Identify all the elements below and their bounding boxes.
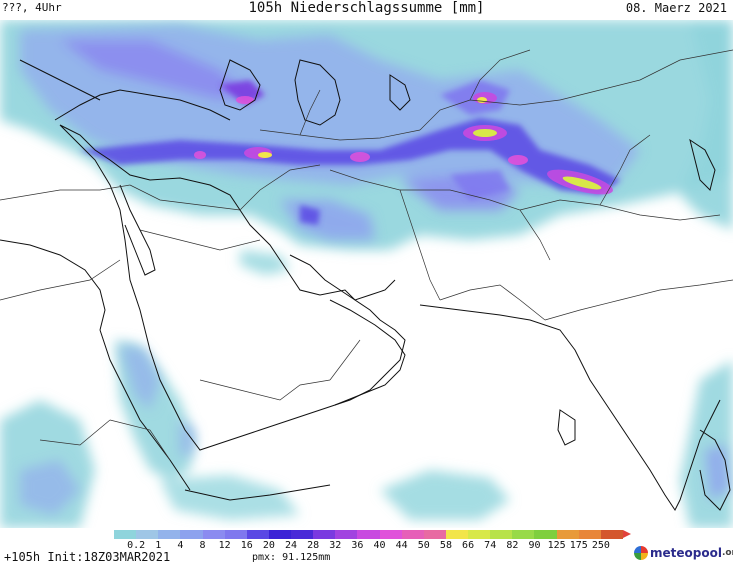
scale-swatch: [578, 530, 601, 539]
coastlines: [0, 59, 731, 511]
logo-text: meteopool: [650, 546, 722, 560]
precip-max-value: pmx: 91.125mm: [252, 552, 331, 563]
scale-tick-label: 12: [218, 540, 231, 551]
meteopool-logo-icon: [634, 546, 648, 560]
map-title: 105h Niederschlagssumme [mm]: [248, 0, 485, 16]
scale-tick-label: 0.2: [127, 540, 146, 551]
scale-swatch: [512, 530, 535, 539]
scale-swatch: [136, 530, 159, 539]
precip-intense-cells: [194, 92, 613, 195]
scale-swatch: [600, 530, 623, 539]
model-run-info: +105h Init:18Z03MAR2021: [4, 550, 171, 564]
scale-swatch: [556, 530, 579, 539]
scale-swatch: [534, 530, 557, 539]
scale-swatch: [357, 530, 380, 539]
color-scale: [114, 530, 623, 539]
scale-swatch: [158, 530, 181, 539]
scale-tick-label: 66: [462, 540, 475, 551]
scale-swatch: [445, 530, 468, 539]
scale-swatch: [468, 530, 491, 539]
scale-tick-label: 1: [155, 540, 162, 551]
scale-tick-label: 32: [329, 540, 342, 551]
scale-tick-label: 58: [439, 540, 452, 551]
scale-tick-label: 175: [569, 540, 588, 551]
scale-swatch: [268, 530, 291, 539]
scale-swatch: [490, 530, 513, 539]
header-location-time: ???, 4Uhr: [2, 1, 62, 14]
precipitation-map: [0, 20, 733, 528]
scale-tick-label: 16: [240, 540, 253, 551]
scale-tick-label: 40: [373, 540, 386, 551]
scale-swatch: [379, 530, 402, 539]
scale-swatch: [423, 530, 446, 539]
scale-tick-label: 36: [351, 540, 364, 551]
color-scale-ticks: 0.2 1 4 8 12 16 20 24 28 32 36 40 44 50 58 66 74 82 90 125 1…: [114, 540, 634, 552]
scale-tick-label: 20: [262, 540, 275, 551]
scale-overflow-arrow-icon: [623, 530, 631, 538]
scale-tick-label: 82: [506, 540, 519, 551]
scale-swatch: [313, 530, 336, 539]
scale-tick-label: 28: [307, 540, 320, 551]
scale-tick-label: 24: [285, 540, 298, 551]
logo-suffix: .org: [721, 548, 733, 558]
scale-tick-label: 50: [417, 540, 430, 551]
country-borders: [0, 49, 733, 461]
scale-tick-label: 44: [395, 540, 408, 551]
header-date: 08. Maerz 2021: [625, 1, 727, 15]
scale-swatch: [224, 530, 247, 539]
scale-swatch: [291, 530, 314, 539]
meteopool-logo[interactable]: meteopool.org: [634, 546, 733, 560]
scale-tick-label: 90: [528, 540, 541, 551]
scale-tick-label: 250: [591, 540, 610, 551]
scale-tick-label: 4: [177, 540, 184, 551]
scale-swatch: [335, 530, 358, 539]
scale-swatch: [180, 530, 203, 539]
scale-swatch: [114, 530, 137, 539]
scale-swatch: [246, 530, 269, 539]
scale-tick-label: 125: [547, 540, 566, 551]
scale-tick-label: 74: [484, 540, 497, 551]
scale-tick-label: 8: [199, 540, 206, 551]
scale-swatch: [401, 530, 424, 539]
scale-swatch: [202, 530, 225, 539]
